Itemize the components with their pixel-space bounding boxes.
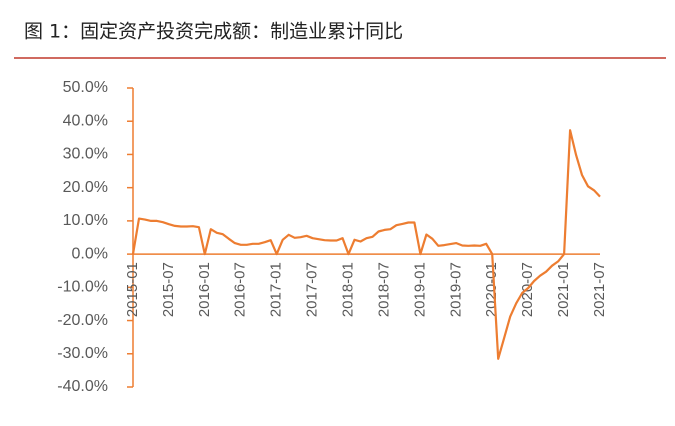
y-tick-label: 20.0% <box>63 179 108 196</box>
y-tick-label: 0.0% <box>72 245 108 262</box>
x-tick-label: 2015-01 <box>124 262 141 317</box>
y-tick-label: 40.0% <box>63 112 108 129</box>
chart-title: 图 1：固定资产投资完成额：制造业累计同比 <box>24 21 403 43</box>
y-tick-label: 10.0% <box>63 212 108 229</box>
x-tick-label: 2021-07 <box>591 262 608 317</box>
y-tick-label: -30.0% <box>57 345 108 362</box>
x-tick-label: 2018-01 <box>340 262 357 317</box>
x-tick-label: 2020-01 <box>483 262 500 317</box>
x-tick-label: 2017-07 <box>304 262 321 317</box>
x-tick-label: 2016-07 <box>232 262 249 317</box>
y-tick-label: -20.0% <box>57 312 108 329</box>
x-tick-label: 2017-01 <box>268 262 285 317</box>
line <box>131 129 601 360</box>
y-tick-label: -40.0% <box>57 378 108 395</box>
x-tick-label: 2018-07 <box>375 262 392 317</box>
x-tick-label: 2015-07 <box>160 262 177 317</box>
y-tick-label: 50.0% <box>63 79 108 96</box>
x-tick-label: 2016-01 <box>196 262 213 317</box>
y-tick-label: -10.0% <box>57 279 108 296</box>
x-tick-label: 2021-01 <box>555 262 572 317</box>
x-tick-label: 2019-07 <box>447 262 464 317</box>
y-tick-label: 30.0% <box>63 146 108 163</box>
x-tick-label: 2019-01 <box>411 262 428 317</box>
